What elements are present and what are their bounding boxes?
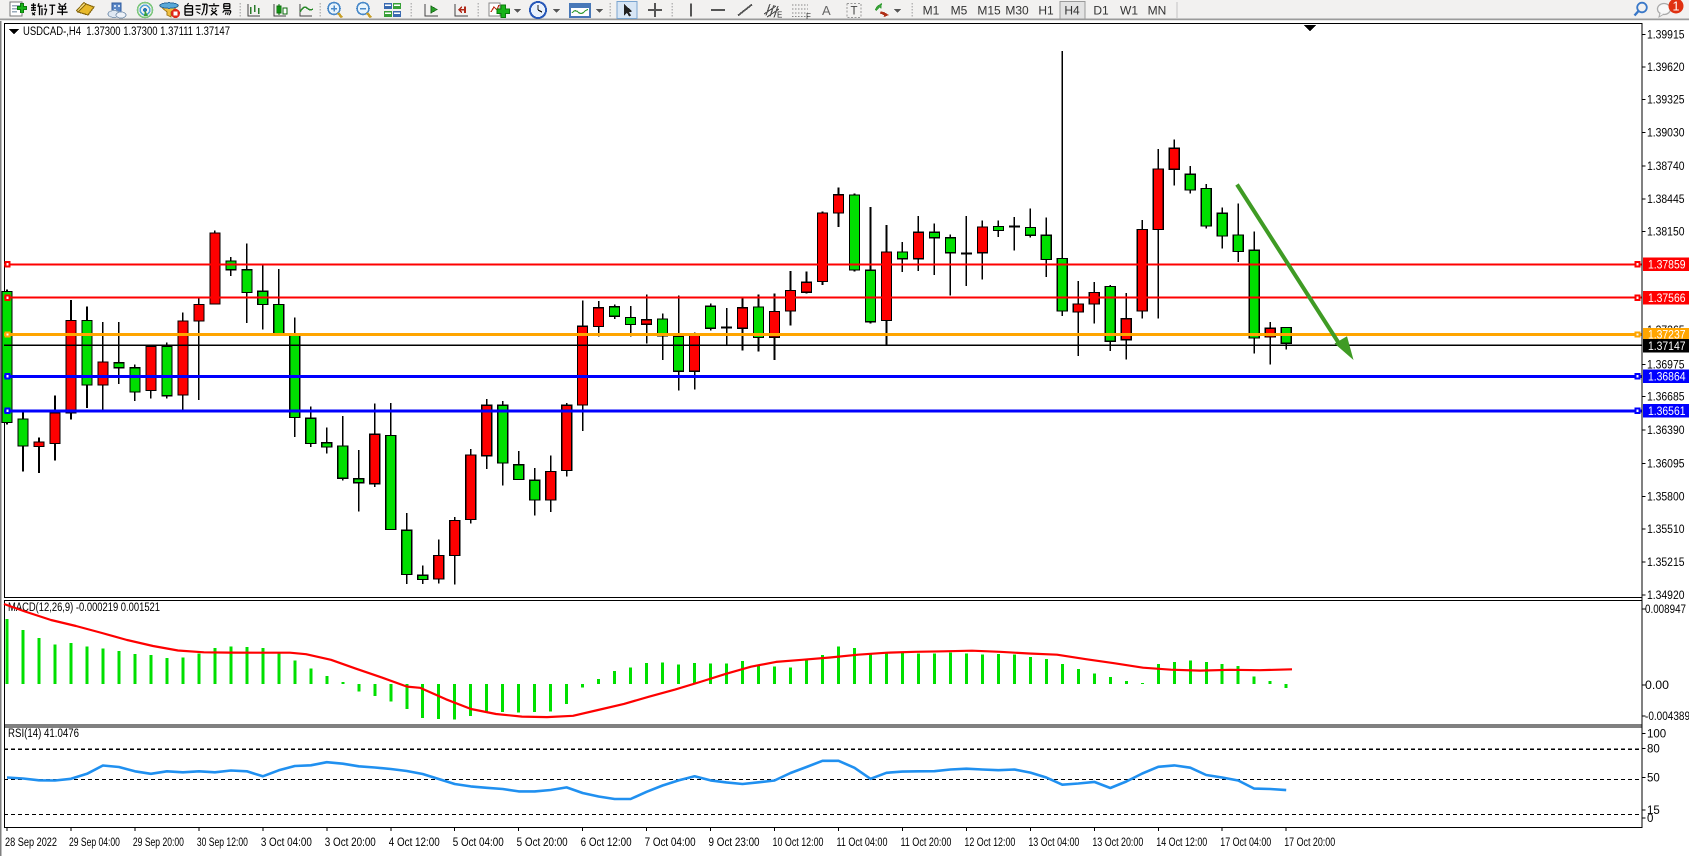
svg-text:29 Sep 20:00: 29 Sep 20:00 <box>133 837 184 849</box>
svg-text:1.35800: 1.35800 <box>1647 491 1685 503</box>
svg-text:1.35215: 1.35215 <box>1647 557 1685 569</box>
svg-text:28 Sep 2022: 28 Sep 2022 <box>5 837 57 849</box>
svg-text:30 Sep 12:00: 30 Sep 12:00 <box>197 837 248 849</box>
svg-text:3 Oct 20:00: 3 Oct 20:00 <box>325 837 376 849</box>
svg-text:1.39030: 1.39030 <box>1647 127 1685 139</box>
svg-text:1.38445: 1.38445 <box>1647 194 1685 206</box>
svg-text:1.34920: 1.34920 <box>1647 590 1685 602</box>
svg-text:6 Oct 12:00: 6 Oct 12:00 <box>581 837 632 849</box>
svg-text:D1: D1 <box>1093 4 1109 18</box>
svg-text:10 Oct 12:00: 10 Oct 12:00 <box>773 837 824 849</box>
svg-text:14 Oct 12:00: 14 Oct 12:00 <box>1156 837 1207 849</box>
svg-text:M1: M1 <box>923 4 940 18</box>
svg-text:12 Oct 12:00: 12 Oct 12:00 <box>964 837 1015 849</box>
svg-text:5 Oct 04:00: 5 Oct 04:00 <box>453 837 504 849</box>
svg-text:5 Oct 20:00: 5 Oct 20:00 <box>517 837 568 849</box>
svg-text:H1: H1 <box>1038 4 1054 18</box>
svg-text:USDCAD-,H4 1.37300 1.37300 1.: USDCAD-,H4 1.37300 1.37300 1.37111 1.371… <box>23 26 230 38</box>
svg-text:3 Oct 04:00: 3 Oct 04:00 <box>261 837 312 849</box>
svg-text:1.37147: 1.37147 <box>1648 341 1686 353</box>
svg-text:1.38740: 1.38740 <box>1647 161 1685 173</box>
svg-text:13 Oct 20:00: 13 Oct 20:00 <box>1092 837 1143 849</box>
svg-text:T: T <box>851 6 858 18</box>
svg-text:0.00: 0.00 <box>1645 680 1669 692</box>
svg-text:MN: MN <box>1148 4 1167 18</box>
svg-text:1.35510: 1.35510 <box>1647 524 1685 536</box>
svg-text:1: 1 <box>1673 0 1680 14</box>
svg-text:-0.004389: -0.004389 <box>1645 711 1689 723</box>
svg-text:MACD(12,26,9) -0.000219 0.0015: MACD(12,26,9) -0.000219 0.001521 <box>8 602 160 614</box>
svg-text:7 Oct 04:00: 7 Oct 04:00 <box>645 837 696 849</box>
svg-text:13 Oct 04:00: 13 Oct 04:00 <box>1028 837 1079 849</box>
svg-text:11 Oct 04:00: 11 Oct 04:00 <box>836 837 887 849</box>
svg-text:E: E <box>777 11 782 20</box>
svg-text:A: A <box>822 3 831 18</box>
svg-text:17 Oct 20:00: 17 Oct 20:00 <box>1284 837 1335 849</box>
svg-text:1.39620: 1.39620 <box>1647 62 1685 74</box>
svg-text:80: 80 <box>1647 744 1660 756</box>
svg-text:11 Oct 20:00: 11 Oct 20:00 <box>900 837 951 849</box>
svg-text:100: 100 <box>1647 729 1666 741</box>
svg-text:1.39325: 1.39325 <box>1647 95 1685 107</box>
svg-text:9 Oct 23:00: 9 Oct 23:00 <box>709 837 760 849</box>
svg-text:W1: W1 <box>1120 4 1138 18</box>
svg-text:17 Oct 04:00: 17 Oct 04:00 <box>1220 837 1271 849</box>
svg-text:M30: M30 <box>1005 4 1029 18</box>
svg-text:1.38150: 1.38150 <box>1647 227 1685 239</box>
svg-text:M5: M5 <box>951 4 968 18</box>
svg-text:RSI(14) 41.0476: RSI(14) 41.0476 <box>8 728 79 740</box>
svg-text:H4: H4 <box>1064 4 1080 18</box>
svg-text:1.37237: 1.37237 <box>1648 330 1686 342</box>
svg-text:1.36864: 1.36864 <box>1648 372 1686 384</box>
svg-text:1.37859: 1.37859 <box>1648 260 1686 272</box>
svg-text:1.36561: 1.36561 <box>1648 406 1686 418</box>
svg-text:0.008947: 0.008947 <box>1645 604 1686 616</box>
svg-text:1.36095: 1.36095 <box>1647 458 1685 470</box>
svg-text:F: F <box>806 12 811 21</box>
svg-text:50: 50 <box>1647 773 1660 785</box>
svg-text:4 Oct 12:00: 4 Oct 12:00 <box>389 837 440 849</box>
svg-text:29 Sep 04:00: 29 Sep 04:00 <box>69 837 120 849</box>
svg-text:1.36390: 1.36390 <box>1647 425 1685 437</box>
svg-text:M15: M15 <box>977 4 1001 18</box>
svg-text:1.36975: 1.36975 <box>1647 359 1685 371</box>
svg-text:1.39915: 1.39915 <box>1647 29 1685 41</box>
svg-text:1.37566: 1.37566 <box>1648 293 1686 305</box>
svg-text:1.36685: 1.36685 <box>1647 392 1685 404</box>
svg-text:15: 15 <box>1647 805 1660 817</box>
svg-text:0: 0 <box>1647 813 1653 825</box>
